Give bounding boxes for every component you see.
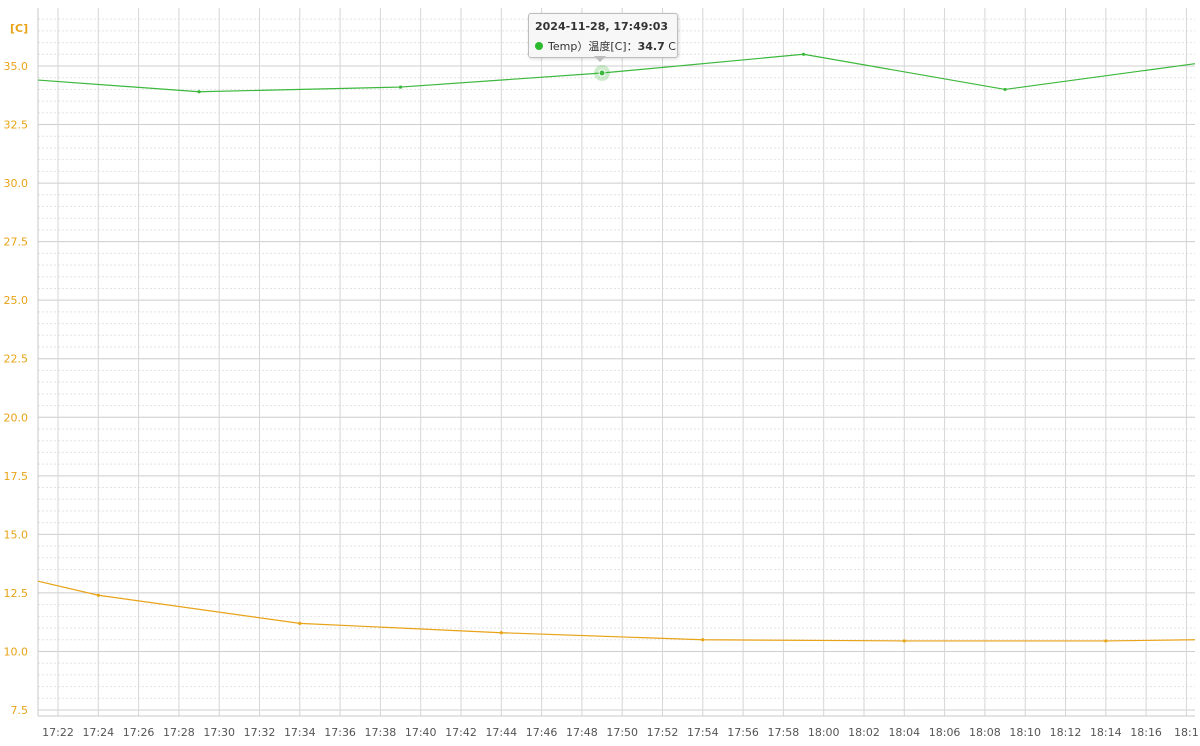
y-tick-label: 32.5	[4, 119, 29, 132]
x-tick-label: 17:58	[768, 726, 800, 739]
x-tick-label: 18:12	[1050, 726, 1082, 739]
tooltip-title: 2024-11-28, 17:49:03	[535, 20, 669, 33]
series-color-dot	[535, 42, 543, 50]
tooltip-series-line: Temp）温度[C]：34.7 C	[535, 38, 676, 54]
x-tick-label: 17:40	[405, 726, 437, 739]
x-tick-label: 17:30	[203, 726, 235, 739]
x-tick-label: 17:36	[324, 726, 356, 739]
y-tick-label: 22.5	[4, 353, 29, 366]
y-tick-label: 25.0	[4, 294, 29, 307]
y-axis-ticks: 7.5 10.0 12.5 15.0 17.5 20.0 22.5 25.0 27.5 30.0 3…	[4, 60, 29, 717]
x-tick-label: 18:14	[1090, 726, 1122, 739]
x-tick-label: 17:22	[42, 726, 74, 739]
x-tick-label: 18:00	[808, 726, 840, 739]
hovered-data-point[interactable]	[598, 69, 606, 77]
y-tick-label: 30.0	[4, 177, 29, 190]
x-tick-label: 17:24	[82, 726, 114, 739]
tooltip-series-label: Temp）温度[C]	[548, 40, 627, 53]
x-tick-label: 17:38	[365, 726, 397, 739]
x-tick-label: 18:1	[1174, 726, 1199, 739]
x-tick-label: 18:02	[848, 726, 880, 739]
data-point[interactable]	[701, 638, 705, 642]
y-tick-label: 17.5	[4, 470, 29, 483]
x-tick-label: 17:26	[123, 726, 155, 739]
y-tick-label: 7.5	[11, 704, 29, 717]
x-tick-label: 18:10	[1009, 726, 1041, 739]
x-tick-label: 17:48	[566, 726, 598, 739]
data-point[interactable]	[801, 52, 806, 56]
y-tick-label: 10.0	[4, 645, 29, 658]
y-tick-label: 27.5	[4, 236, 29, 249]
x-tick-label: 17:54	[687, 726, 719, 739]
x-tick-label: 18:06	[929, 726, 961, 739]
x-axis-ticks: 17:22 17:24 17:26 17:28 17:30 17:32 17:34 17:36…	[42, 726, 1199, 739]
series-layer	[37, 52, 1196, 643]
x-tick-label: 17:32	[244, 726, 276, 739]
y-tick-label: 20.0	[4, 411, 29, 424]
data-point[interactable]	[197, 90, 201, 94]
x-tick-label: 17:50	[606, 726, 638, 739]
y-axis-unit-label: [C]	[10, 22, 28, 35]
grid	[37, 8, 1195, 717]
x-tick-label: 17:56	[727, 726, 759, 739]
x-tick-label: 17:52	[647, 726, 679, 739]
y-tick-label: 12.5	[4, 587, 29, 600]
x-tick-label: 18:16	[1130, 726, 1162, 739]
x-tick-label: 18:08	[969, 726, 1001, 739]
tooltip: 2024-11-28, 17:49:03 Temp）温度[C]：34.7 C	[528, 13, 678, 58]
tooltip-unit: C	[668, 40, 676, 53]
tooltip-pointer	[594, 56, 606, 62]
x-tick-label: 17:44	[485, 726, 517, 739]
series-line-1	[37, 53, 1196, 93]
x-tick-label: 17:46	[526, 726, 558, 739]
data-point[interactable]	[398, 85, 403, 89]
tooltip-separator: ：	[626, 40, 638, 53]
series-line-2	[37, 580, 1196, 642]
data-point[interactable]	[902, 639, 906, 643]
x-tick-label: 17:34	[284, 726, 316, 739]
data-point[interactable]	[298, 621, 302, 625]
data-point[interactable]	[1003, 87, 1007, 92]
data-point[interactable]	[1104, 639, 1108, 643]
x-tick-label: 17:42	[445, 726, 477, 739]
tooltip-value: 34.7	[637, 40, 665, 53]
y-tick-label: 15.0	[4, 528, 29, 541]
data-point[interactable]	[96, 593, 100, 597]
x-tick-label: 18:04	[888, 726, 920, 739]
data-point[interactable]	[499, 631, 503, 635]
y-tick-label: 35.0	[4, 60, 29, 73]
x-tick-label: 17:28	[163, 726, 195, 739]
